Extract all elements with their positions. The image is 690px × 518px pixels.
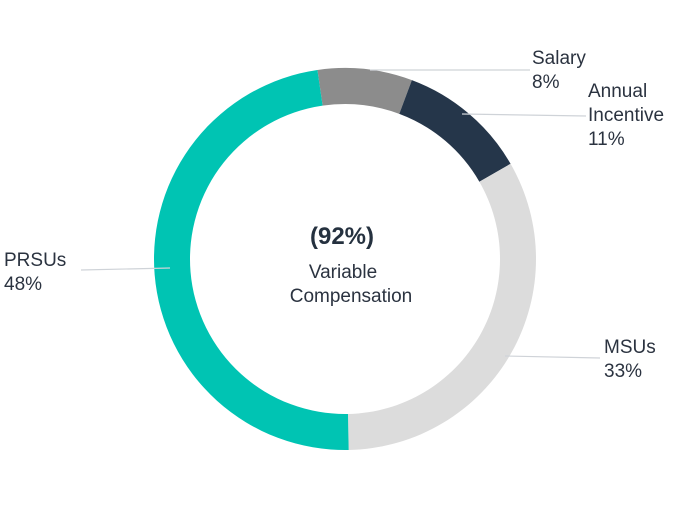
slice-value-prsus: 48% <box>4 274 42 295</box>
leader-line-annual-incentive <box>461 113 587 117</box>
slice-msus <box>347 163 536 450</box>
slice-value-salary: 8% <box>532 72 560 93</box>
slice-labels: Salary 8% Annual Incentive 11% MSUs 33% PRSUs 48… <box>4 48 664 382</box>
center-label-line-1: Variable <box>309 262 377 283</box>
donut-slices <box>153 68 536 450</box>
slice-label-prsus-line-1: PRSUs <box>4 250 66 271</box>
center-value: (92%) <box>310 223 374 250</box>
slice-value-annual-incentive: 11% <box>588 129 625 150</box>
slice-annual-incentive <box>399 80 511 182</box>
slice-label-annual-incentive-line-1: Annual <box>588 81 647 102</box>
slice-prsus <box>153 70 349 450</box>
leader-line-prsus <box>80 267 171 271</box>
slice-salary <box>317 68 412 114</box>
center-label-line-2: Compensation <box>290 286 413 307</box>
slice-label-msus-line-1: MSUs <box>604 337 656 358</box>
slice-label-annual-incentive-line-2: Incentive <box>588 105 664 126</box>
leader-lines <box>80 69 601 359</box>
slice-value-msus: 33% <box>604 361 642 382</box>
leader-line-msus <box>504 355 601 359</box>
slice-label-salary-line-1: Salary <box>532 48 586 69</box>
